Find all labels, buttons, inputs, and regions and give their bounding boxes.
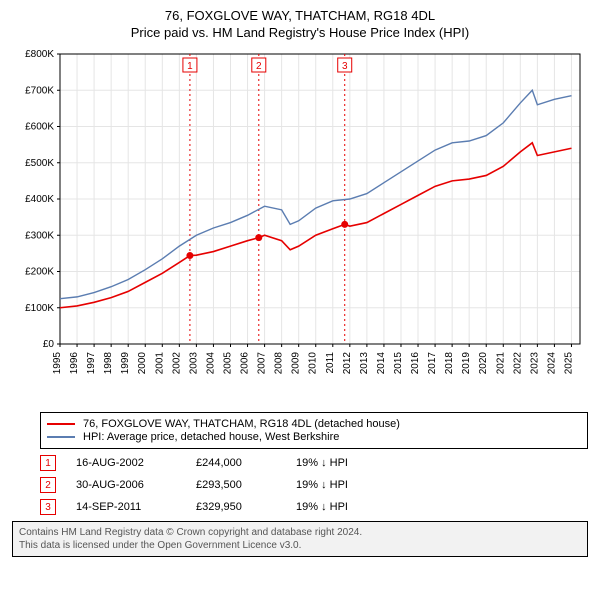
legend-row-property: 76, FOXGLOVE WAY, THATCHAM, RG18 4DL (de… — [47, 418, 581, 430]
footer-line1: Contains HM Land Registry data © Crown c… — [19, 526, 581, 539]
legend: 76, FOXGLOVE WAY, THATCHAM, RG18 4DL (de… — [40, 412, 588, 449]
svg-text:1997: 1997 — [86, 352, 97, 375]
svg-text:£700K: £700K — [25, 85, 54, 96]
sale-badge-3: 3 — [40, 499, 56, 515]
sale-row-1: 1 16-AUG-2002 £244,000 19% ↓ HPI — [40, 455, 588, 471]
svg-text:1995: 1995 — [52, 352, 63, 375]
chart-svg: £0 £100K £200K £300K £400K £500K £600K £700K £80… — [10, 44, 590, 404]
sale-row-3: 3 14-SEP-2011 £329,950 19% ↓ HPI — [40, 499, 588, 515]
svg-text:£0: £0 — [43, 339, 55, 350]
sales-list: 1 16-AUG-2002 £244,000 19% ↓ HPI 2 30-AU… — [40, 455, 588, 515]
sale-price-3: £329,950 — [196, 501, 296, 513]
sale-diff-3: 19% ↓ HPI — [296, 501, 348, 513]
sale-date-3: 14-SEP-2011 — [76, 501, 196, 513]
legend-row-hpi: HPI: Average price, detached house, West… — [47, 431, 581, 443]
svg-text:2012: 2012 — [342, 352, 353, 375]
title-address: 76, FOXGLOVE WAY, THATCHAM, RG18 4DL — [10, 8, 590, 23]
svg-text:£600K: £600K — [25, 122, 54, 133]
svg-text:2020: 2020 — [478, 352, 489, 375]
svg-text:2008: 2008 — [274, 352, 285, 375]
svg-text:2016: 2016 — [410, 352, 421, 375]
svg-text:2019: 2019 — [461, 352, 472, 375]
title-subtitle: Price paid vs. HM Land Registry's House … — [10, 25, 590, 40]
title-block: 76, FOXGLOVE WAY, THATCHAM, RG18 4DL Pri… — [0, 0, 600, 44]
svg-text:2: 2 — [256, 61, 262, 72]
sale-price-2: £293,500 — [196, 479, 296, 491]
svg-text:£300K: £300K — [25, 230, 54, 241]
svg-text:2022: 2022 — [512, 352, 523, 375]
svg-text:2006: 2006 — [240, 352, 251, 375]
svg-text:2007: 2007 — [257, 352, 268, 375]
svg-text:1: 1 — [187, 61, 193, 72]
svg-text:2000: 2000 — [137, 352, 148, 375]
svg-text:2004: 2004 — [205, 352, 216, 375]
svg-text:2009: 2009 — [291, 352, 302, 375]
sale-date-1: 16-AUG-2002 — [76, 457, 196, 469]
page: 76, FOXGLOVE WAY, THATCHAM, RG18 4DL Pri… — [0, 0, 600, 557]
legend-label-hpi: HPI: Average price, detached house, West… — [83, 431, 339, 443]
svg-text:2017: 2017 — [427, 352, 438, 375]
svg-text:2021: 2021 — [495, 352, 506, 375]
svg-text:2025: 2025 — [563, 352, 574, 375]
svg-text:1996: 1996 — [69, 352, 80, 375]
svg-text:2002: 2002 — [171, 352, 182, 375]
svg-text:2014: 2014 — [376, 352, 387, 375]
sale-badge-2: 2 — [40, 477, 56, 493]
chart: £0 £100K £200K £300K £400K £500K £600K £700K £80… — [10, 44, 590, 404]
svg-text:1998: 1998 — [103, 352, 114, 375]
sale-badge-1: 1 — [40, 455, 56, 471]
legend-label-property: 76, FOXGLOVE WAY, THATCHAM, RG18 4DL (de… — [83, 418, 400, 430]
svg-text:2024: 2024 — [546, 352, 557, 375]
svg-text:£400K: £400K — [25, 194, 54, 205]
legend-swatch-property — [47, 423, 75, 425]
svg-text:2003: 2003 — [188, 352, 199, 375]
svg-text:3: 3 — [342, 61, 348, 72]
sale-badge-num-3: 3 — [45, 502, 51, 513]
svg-text:2015: 2015 — [393, 352, 404, 375]
sale-row-2: 2 30-AUG-2006 £293,500 19% ↓ HPI — [40, 477, 588, 493]
svg-text:£100K: £100K — [25, 303, 54, 314]
svg-text:2011: 2011 — [325, 352, 336, 374]
svg-text:2018: 2018 — [444, 352, 455, 375]
sale-price-1: £244,000 — [196, 457, 296, 469]
sale-badge-num-2: 2 — [45, 480, 51, 491]
footer: Contains HM Land Registry data © Crown c… — [12, 521, 588, 557]
footer-line2: This data is licensed under the Open Gov… — [19, 539, 581, 552]
svg-text:£800K: £800K — [25, 49, 54, 60]
svg-text:£200K: £200K — [25, 267, 54, 278]
sale-date-2: 30-AUG-2006 — [76, 479, 196, 491]
sale-badge-num-1: 1 — [45, 458, 51, 469]
sale-diff-1: 19% ↓ HPI — [296, 457, 348, 469]
svg-text:1999: 1999 — [120, 352, 131, 375]
legend-swatch-hpi — [47, 436, 75, 438]
svg-text:2001: 2001 — [154, 352, 165, 375]
svg-text:2005: 2005 — [222, 352, 233, 375]
svg-text:£500K: £500K — [25, 158, 54, 169]
svg-text:2023: 2023 — [529, 352, 540, 375]
sale-diff-2: 19% ↓ HPI — [296, 479, 348, 491]
svg-text:2010: 2010 — [308, 352, 319, 375]
svg-text:2013: 2013 — [359, 352, 370, 375]
